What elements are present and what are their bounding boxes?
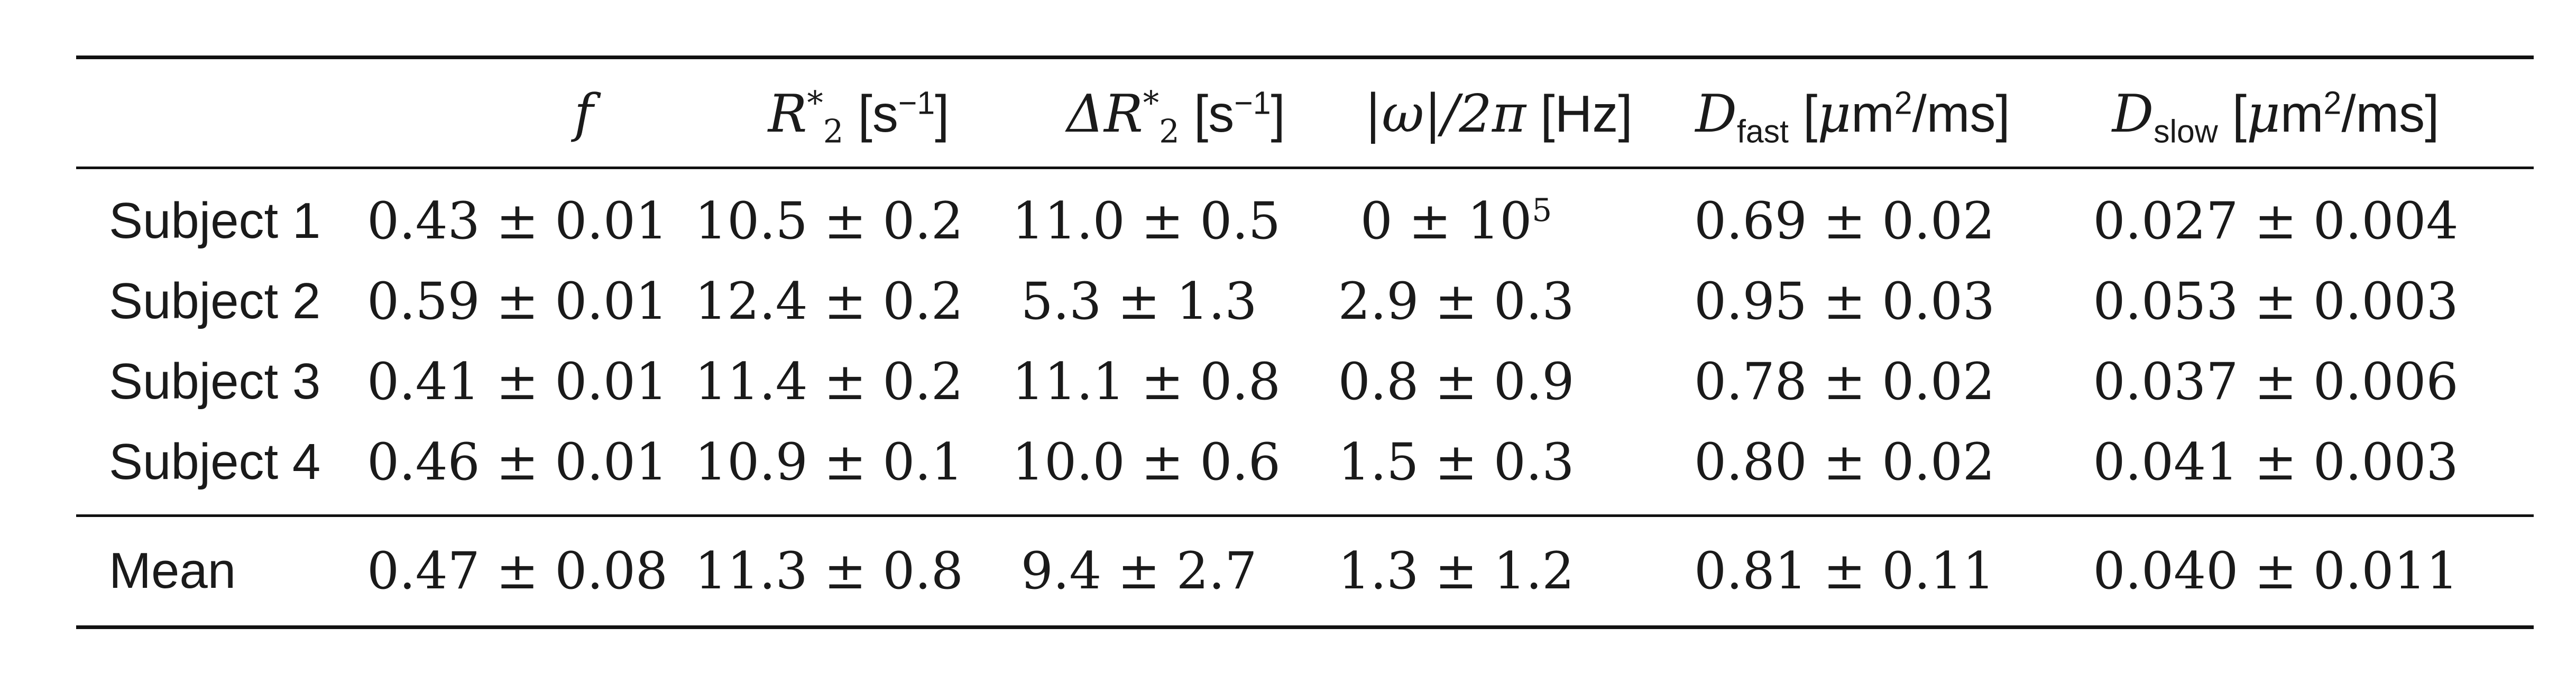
mean-separator-rule <box>76 514 2534 517</box>
cell-f-subject-4: 0.46 ± 0.01 <box>367 432 668 492</box>
cell-r2-subject-2: 12.4 ± 0.2 <box>695 272 963 331</box>
cell-dfast-subject-3: 0.78 ± 0.02 <box>1694 352 1995 411</box>
header-rule <box>76 167 2534 169</box>
cell-dfast-subject-4: 0.80 ± 0.02 <box>1694 432 1995 492</box>
cell-dslow-subject-2: 0.053 ± 0.003 <box>2093 272 2459 331</box>
header-omega: |ω|/2π [Hz] <box>1364 84 1633 144</box>
cell-omega-mean: 1.3 ± 1.2 <box>1338 541 1575 601</box>
cell-dfast-subject-1: 0.69 ± 0.02 <box>1694 191 1995 251</box>
cell-omega-subject-3: 0.8 ± 0.9 <box>1338 352 1575 411</box>
row-label-subject-1: Subject 1 <box>109 192 321 249</box>
cell-dr2-subject-1: 11.0 ± 0.5 <box>1012 191 1281 251</box>
cell-f-subject-3: 0.41 ± 0.01 <box>367 352 668 411</box>
header-dfast: Dfast [μm2/ms] <box>1695 84 2010 150</box>
cell-dfast-mean: 0.81 ± 0.11 <box>1694 541 1995 601</box>
cell-r2-subject-4: 10.9 ± 0.1 <box>695 432 963 492</box>
row-label-mean: Mean <box>109 542 236 599</box>
header-delta-r2: ΔR*2 [s−1] <box>1066 84 1285 151</box>
cell-r2-mean: 11.3 ± 0.8 <box>695 541 963 601</box>
cell-dslow-subject-1: 0.027 ± 0.004 <box>2093 191 2459 251</box>
cell-dfast-subject-2: 0.95 ± 0.03 <box>1694 272 1995 331</box>
cell-dslow-subject-4: 0.041 ± 0.003 <box>2093 432 2459 492</box>
row-label-subject-2: Subject 2 <box>109 273 321 329</box>
cell-omega-subject-4: 1.5 ± 0.3 <box>1338 432 1575 492</box>
cell-dr2-subject-2: 5.3 ± 1.3 <box>1020 272 1257 331</box>
cell-f-subject-2: 0.59 ± 0.01 <box>367 272 668 331</box>
header-dslow: Dslow [μm2/ms] <box>2112 84 2440 150</box>
cell-dslow-subject-3: 0.037 ± 0.006 <box>2093 352 2459 411</box>
cell-dr2-subject-4: 10.0 ± 0.6 <box>1012 432 1281 492</box>
bottom-rule <box>76 625 2534 629</box>
cell-f-subject-1: 0.43 ± 0.01 <box>367 191 668 251</box>
cell-omega-subject-2: 2.9 ± 0.3 <box>1338 272 1575 331</box>
header-f: f <box>574 84 594 144</box>
cell-dslow-mean: 0.040 ± 0.011 <box>2093 541 2459 601</box>
cell-dr2-mean: 9.4 ± 2.7 <box>1020 541 1257 601</box>
cell-f-mean: 0.47 ± 0.08 <box>367 541 668 601</box>
row-label-subject-3: Subject 3 <box>109 353 321 410</box>
cell-r2-subject-3: 11.4 ± 0.2 <box>695 352 963 411</box>
cell-r2-subject-1: 10.5 ± 0.2 <box>695 191 963 251</box>
top-rule <box>76 56 2534 59</box>
row-label-subject-4: Subject 4 <box>109 433 321 490</box>
header-r2: R*2 [s−1] <box>768 84 950 151</box>
cell-dr2-subject-3: 11.1 ± 0.8 <box>1012 352 1281 411</box>
cell-omega-subject-1: 0 ± 105 <box>1360 191 1552 251</box>
